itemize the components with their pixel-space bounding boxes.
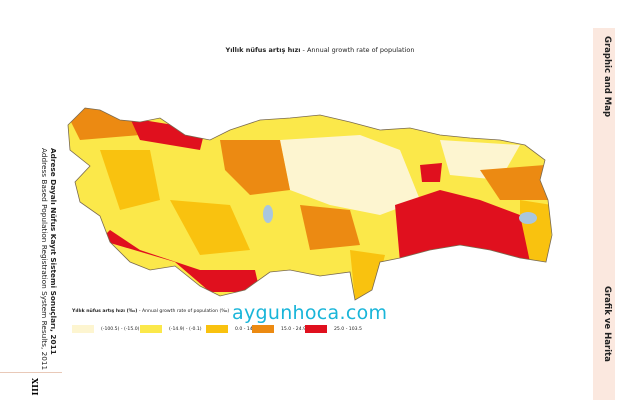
legend-swatch bbox=[305, 325, 327, 333]
section-band: Graphic and Map Grafik ve Harita bbox=[593, 28, 615, 400]
publication-title-tr: Adrese Dayalı Nüfus Kayıt Sistemi Sonuçl… bbox=[49, 148, 58, 355]
legend-label: 15.0 - 24.9 bbox=[281, 326, 307, 332]
lake-van bbox=[519, 212, 537, 224]
region-central-declining bbox=[280, 135, 420, 215]
region-ankara bbox=[220, 140, 290, 195]
legend-item: (-14.9) - (-0.1) bbox=[140, 325, 202, 333]
legend-label: (-14.9) - (-0.1) bbox=[169, 326, 202, 332]
legend-item: 25.0 - 103.5 bbox=[305, 325, 362, 333]
left-margin: Adrese Dayalı Nüfus Kayıt Sistemi Sonuçl… bbox=[0, 0, 62, 373]
legend-swatch bbox=[252, 325, 274, 333]
legend-title: Yıllık nüfus artış hızı (‰) - Annual gro… bbox=[72, 309, 229, 314]
title-tr: Yıllık nüfus artış hızı bbox=[225, 46, 301, 54]
country-border bbox=[67, 107, 553, 301]
watermark: aygunhoca.com bbox=[232, 302, 388, 324]
legend-item: 15.0 - 24.9 bbox=[252, 325, 306, 333]
legend-swatch bbox=[140, 325, 162, 333]
legend-swatch bbox=[206, 325, 228, 333]
turkey-province-map bbox=[67, 107, 553, 301]
legend-item: 0.0 - 14.9 bbox=[206, 325, 257, 333]
legend-swatch bbox=[72, 325, 94, 333]
map-title: Yıllık nüfus artış hızı - Annual growth … bbox=[0, 46, 640, 54]
legend-label: (-100.5) - (-15.0) bbox=[101, 326, 140, 332]
divider bbox=[0, 372, 62, 373]
region-istanbul-kocaeli bbox=[130, 118, 205, 150]
legend-label: 25.0 - 103.5 bbox=[334, 326, 362, 332]
lake-tuz bbox=[263, 205, 273, 223]
region-west bbox=[100, 150, 160, 210]
region-kayseri bbox=[300, 205, 360, 250]
region-erzurum bbox=[480, 165, 552, 200]
legend-label: 0.0 - 14.9 bbox=[235, 326, 258, 332]
region-konya bbox=[170, 200, 250, 255]
region-mediterranean-coast bbox=[100, 230, 260, 292]
page-number: XIII bbox=[30, 378, 40, 396]
legend-item: (-100.5) - (-15.0) bbox=[72, 325, 139, 333]
publication-title-en: Address Based Population Registration Sy… bbox=[40, 148, 49, 371]
legend-title-tr: Yıllık nüfus artış hızı (‰) bbox=[72, 309, 138, 314]
region-bayburt bbox=[420, 163, 442, 182]
legend-title-en: - Annual growth rate of population (‰) bbox=[137, 309, 230, 314]
title-en: - Annual growth rate of population bbox=[300, 46, 415, 54]
section-label-tr: Grafik ve Harita bbox=[602, 286, 612, 362]
region-southeast bbox=[395, 190, 530, 262]
